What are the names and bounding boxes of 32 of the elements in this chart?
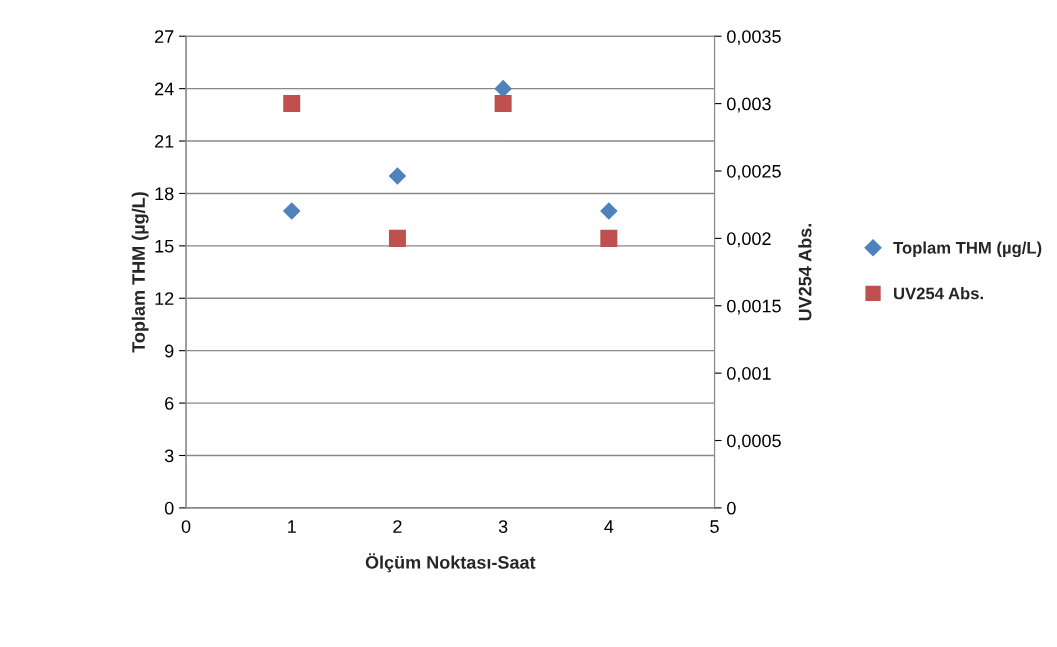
x-tick-label: 1	[288, 520, 296, 533]
y2-tick-label: 0,0035	[727, 30, 781, 46]
x-tick-label: 2	[393, 520, 402, 533]
point	[282, 202, 301, 220]
legend-label: UV254 Abs.	[894, 287, 983, 300]
y2-tick-label: 0,0015	[727, 299, 781, 315]
point	[600, 202, 618, 220]
y2-axis-title: UV254 Abs.	[798, 223, 812, 321]
y-tick-label: 18	[155, 187, 174, 201]
y2-tick-label: 0,0025	[727, 164, 781, 180]
x-tick-label: 0	[181, 520, 191, 533]
y-tick-label: 15	[155, 239, 174, 253]
y2-tick-label: 0,001	[727, 367, 771, 382]
x-tick-label: 5	[710, 520, 719, 533]
y2-tick-label: 0,0005	[727, 434, 781, 450]
y2-tick-label: 0,002	[727, 232, 771, 248]
point	[388, 167, 407, 185]
y-tick-label: 27	[155, 30, 174, 43]
y2-tick-label: 0,003	[727, 97, 771, 113]
y-tick-label: 21	[155, 134, 174, 148]
y-tick-label: 24	[155, 82, 174, 96]
y-tick-label: 6	[165, 397, 174, 410]
x-axis-title: Ölçüm Noktası-Saat	[365, 553, 536, 573]
y-axis-title: Toplam THM (µg/L)	[131, 192, 149, 353]
x-tick-label: 4	[604, 520, 614, 533]
y2-tick-label: 0	[727, 501, 736, 515]
y-tick-label: 9	[165, 344, 174, 358]
legend-label: Toplam THM (µg/L)	[893, 241, 1042, 258]
y-tick-label: 3	[164, 449, 174, 463]
x-tick-label: 3	[498, 520, 508, 533]
y-tick-label: 12	[155, 292, 174, 305]
y-tick-label: 0	[164, 501, 174, 515]
